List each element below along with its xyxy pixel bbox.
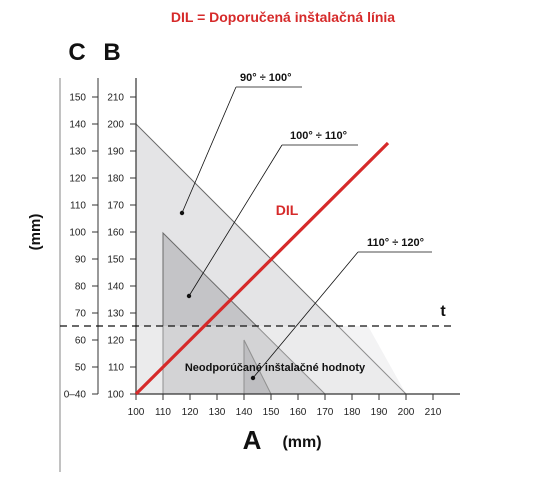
b-tick-label: 190 xyxy=(107,147,124,158)
b-tick-label: 170 xyxy=(107,201,124,212)
axis-c-label: C xyxy=(68,39,85,66)
a-tick-label: 170 xyxy=(317,407,334,418)
dot-100-110 xyxy=(186,293,192,299)
b-tick-label: 200 xyxy=(107,120,124,131)
c-tick-label: 100 xyxy=(69,228,86,239)
title: DIL = Doporučená inštalačná línia xyxy=(171,9,395,25)
a-tick-label: 200 xyxy=(398,407,415,418)
a-axis-ticks: 100 110 120 130 140 150 160 170 180 190 200 210 xyxy=(128,394,442,418)
axis-b-label: B xyxy=(103,39,120,66)
dot-110-120 xyxy=(250,375,256,381)
b-tick-label: 120 xyxy=(107,336,124,347)
a-tick-label: 210 xyxy=(425,407,442,418)
c-tick-label: 80 xyxy=(75,282,87,293)
c-tick-label: 150 xyxy=(69,93,86,104)
c-tick-label: 50 xyxy=(75,363,87,374)
c-tick-label: 140 xyxy=(69,120,86,131)
range-label-110-120: 110° ÷ 120° xyxy=(367,237,424,249)
region-below-t-overlay xyxy=(136,326,406,394)
b-axis-ticks: 100 110 120 130 140 150 160 170 180 190 200 210 xyxy=(107,93,136,401)
t-label: t xyxy=(440,303,446,320)
c-tick-label: 0–40 xyxy=(64,390,87,401)
b-tick-label: 150 xyxy=(107,255,124,266)
b-tick-label: 210 xyxy=(107,93,124,104)
b-tick-label: 160 xyxy=(107,228,124,239)
a-tick-label: 120 xyxy=(182,407,199,418)
c-tick-label: 60 xyxy=(75,336,87,347)
leader-100-110 xyxy=(188,144,283,297)
c-tick-label: 120 xyxy=(69,174,86,185)
a-tick-label: 140 xyxy=(236,407,253,418)
range-label-90-100: 90° ÷ 100° xyxy=(240,72,292,84)
dil-label: DIL xyxy=(276,202,299,218)
dil-line xyxy=(134,141,390,396)
a-tick-label: 180 xyxy=(344,407,361,418)
x-axis-letter: A xyxy=(243,425,262,455)
c-tick-label: 70 xyxy=(75,309,87,320)
a-tick-label: 130 xyxy=(209,407,226,418)
c-tick-label: 90 xyxy=(75,255,87,266)
b-tick-label: 130 xyxy=(107,309,124,320)
x-unit-label: (mm) xyxy=(282,434,321,451)
dot-90-100 xyxy=(179,210,185,216)
b-tick-label: 100 xyxy=(107,390,124,401)
leader-110-120 xyxy=(252,251,359,379)
not-recommended-label: Neodporúčané inštalačné hodnoty xyxy=(185,362,366,374)
range-label-100-110: 100° ÷ 110° xyxy=(290,130,347,142)
a-tick-label: 100 xyxy=(128,407,145,418)
a-tick-label: 160 xyxy=(290,407,307,418)
b-tick-label: 180 xyxy=(107,174,124,185)
c-tick-label: 130 xyxy=(69,147,86,158)
y-unit-label: (mm) xyxy=(27,214,44,251)
b-tick-label: 140 xyxy=(107,282,124,293)
c-axis-ticks: 0–40 50 60 70 80 90 100 110 120 130 140 150 xyxy=(64,93,98,401)
a-tick-label: 110 xyxy=(155,407,171,418)
a-tick-label: 150 xyxy=(263,407,280,418)
c-tick-label: 110 xyxy=(70,201,86,212)
a-tick-label: 190 xyxy=(371,407,388,418)
leader-90-100 xyxy=(181,86,237,214)
b-tick-label: 110 xyxy=(108,363,124,374)
